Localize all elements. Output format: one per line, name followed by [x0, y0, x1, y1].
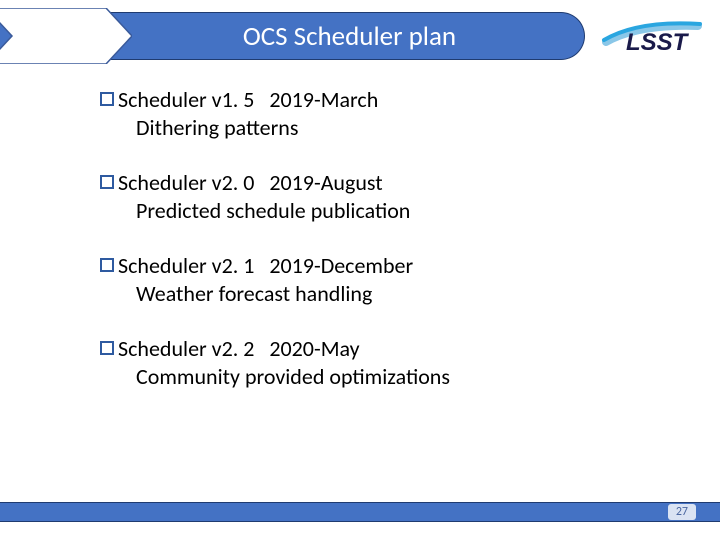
bullet-desc: Dithering patterns: [100, 114, 660, 141]
lsst-logo: LSST: [598, 6, 706, 60]
bullet-date: 2019-March: [269, 86, 378, 113]
bullet-version: Scheduler v2. 1: [118, 252, 254, 279]
bullet-version: Scheduler v2. 2: [118, 335, 254, 362]
bullet-item: Scheduler v1. 5 2019-March Dithering pat…: [100, 86, 660, 141]
bullet-desc: Weather forecast handling: [100, 280, 660, 307]
bullet-item: Scheduler v2. 1 2019-December Weather fo…: [100, 252, 660, 307]
slide-title: OCS Scheduler plan: [243, 20, 456, 53]
page-number: 27: [668, 504, 696, 520]
bullet-version: Scheduler v1. 5: [118, 86, 254, 113]
bullet-desc: Community provided optimizations: [100, 363, 660, 390]
bullet-version: Scheduler v2. 0: [118, 169, 254, 196]
bullet-item: Scheduler v2. 0 2019-August Predicted sc…: [100, 169, 660, 224]
bullet-date: 2019-December: [269, 252, 413, 279]
bullet-desc: Predicted schedule publication: [100, 197, 660, 224]
bullet-square-icon: [100, 92, 114, 106]
title-chevron-shape: [0, 8, 132, 64]
content-area: Scheduler v1. 5 2019-March Dithering pat…: [100, 86, 660, 418]
bullet-item: Scheduler v2. 2 2020-May Community provi…: [100, 335, 660, 390]
bullet-square-icon: [100, 258, 114, 272]
bullet-square-icon: [100, 341, 114, 355]
bullet-date: 2020-May: [269, 335, 359, 362]
bullet-date: 2019-August: [269, 169, 382, 196]
footer-band: [0, 502, 720, 522]
slide: OCS Scheduler plan LSST Scheduler v1. 5 …: [0, 0, 720, 540]
svg-text:LSST: LSST: [626, 29, 690, 56]
bullet-square-icon: [100, 175, 114, 189]
